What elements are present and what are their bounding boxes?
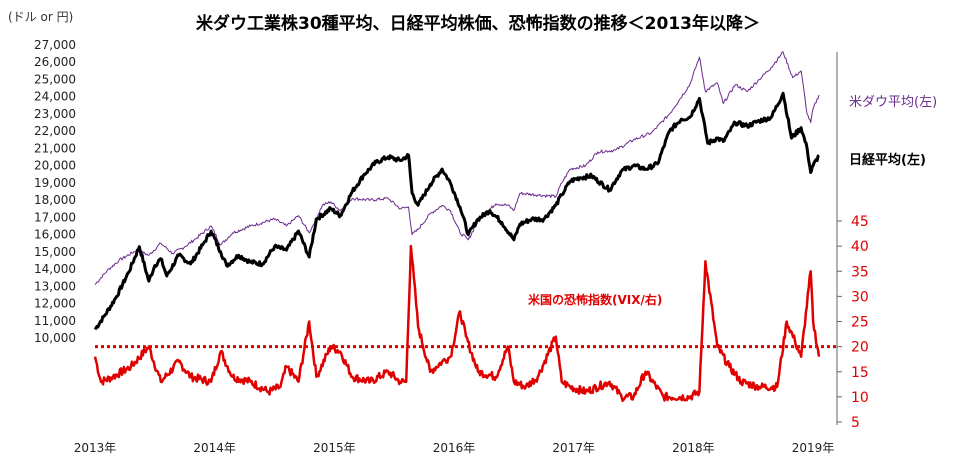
right-axis-ticks: 45 40 35 30 25 20 15 10 5: [837, 214, 869, 431]
right-tick-label: 30: [851, 289, 869, 305]
left-tick-label: 16,000: [34, 228, 76, 242]
left-tick-label: 12,000: [34, 297, 76, 311]
series-line-vix: [93, 244, 821, 403]
x-tick-label: 2015年: [313, 441, 356, 455]
x-tick-label: 2019年: [792, 441, 835, 455]
left-tick-label: 19,000: [34, 176, 76, 190]
series-line-nikkei: [93, 91, 820, 331]
left-axis-unit: (ドル or 円): [8, 10, 73, 24]
series-label-nikkei: 日経平均(左): [849, 152, 926, 168]
left-tick-label: 11,000: [34, 314, 76, 328]
left-tick-label: 18,000: [34, 193, 76, 207]
left-tick-label: 24,000: [34, 90, 76, 104]
right-tick-label: 45: [851, 214, 869, 230]
left-tick-label: 17,000: [34, 210, 76, 224]
right-tick-label: 20: [851, 340, 869, 356]
left-tick-label: 10,000: [34, 331, 76, 345]
left-tick-label: 13,000: [34, 279, 76, 293]
x-tick-label: 2014年: [193, 441, 236, 455]
right-tick-label: 10: [851, 390, 869, 406]
series-line-dow: [94, 51, 820, 285]
left-axis-ticks: 27,000 26,000 25,000 24,000 23,000 22,000 21,0…: [34, 38, 76, 345]
left-tick-label: 27,000: [34, 38, 76, 52]
x-axis-ticks: 2013年 2014年 2015年 2016年 2017年 2018年 2019年: [74, 441, 835, 455]
left-tick-label: 26,000: [34, 55, 76, 69]
left-tick-label: 21,000: [34, 141, 76, 155]
left-tick-label: 23,000: [34, 107, 76, 121]
right-tick-label: 25: [851, 315, 869, 331]
right-tick-label: 5: [851, 415, 860, 431]
right-tick-label: 15: [851, 365, 869, 381]
left-tick-label: 14,000: [34, 262, 76, 276]
x-tick-label: 2018年: [672, 441, 715, 455]
left-tick-label: 22,000: [34, 124, 76, 138]
series-label-vix: 米国の恐怖指数(VIX/右): [528, 292, 662, 307]
left-tick-label: 15,000: [34, 245, 76, 259]
left-tick-label: 20,000: [34, 159, 76, 173]
series-label-dow: 米ダウ平均(左): [849, 95, 937, 110]
right-tick-label: 35: [851, 264, 869, 280]
chart-title: 米ダウ工業株30種平均、日経平均株価、恐怖指数の推移＜2013年以降＞: [196, 13, 760, 34]
x-tick-label: 2017年: [552, 441, 595, 455]
left-tick-label: 25,000: [34, 72, 76, 86]
series-layer: [93, 51, 821, 403]
right-tick-label: 40: [851, 239, 869, 255]
x-tick-label: 2013年: [74, 441, 117, 455]
x-tick-label: 2016年: [433, 441, 476, 455]
